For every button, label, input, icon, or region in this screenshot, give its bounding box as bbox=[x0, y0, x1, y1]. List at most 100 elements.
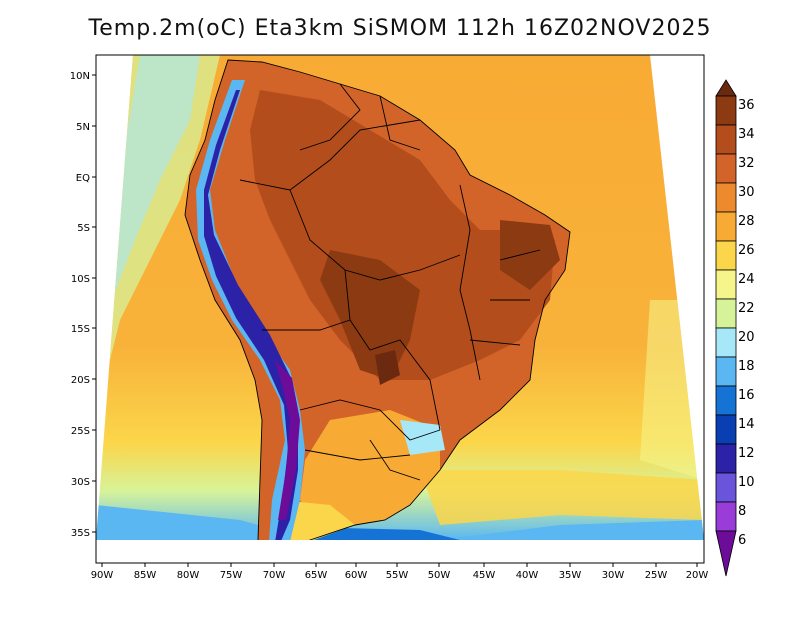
colorbar-label: 8 bbox=[738, 504, 746, 519]
southern-cold-strip-2 bbox=[300, 528, 460, 540]
map-domain bbox=[96, 55, 704, 540]
southern-cone-warm bbox=[300, 410, 440, 530]
colorbar-segment bbox=[715, 153, 737, 184]
lat-label-10n: 10N bbox=[70, 71, 90, 82]
colorbar-label: 16 bbox=[738, 388, 755, 403]
lat-label-eq: EQ bbox=[76, 173, 90, 184]
colorbar-label: 34 bbox=[738, 127, 755, 142]
lon-tick-50w: 50W bbox=[428, 563, 451, 581]
lon-label-55w: 55W bbox=[386, 570, 409, 581]
hottest-core bbox=[320, 250, 420, 380]
lon-tick-85w: 85W bbox=[134, 563, 157, 581]
lon-label-45w: 45W bbox=[473, 570, 496, 581]
colorbar-segment bbox=[715, 124, 737, 155]
lat-tick-15s: 15S bbox=[71, 324, 96, 335]
lat-label-5s: 5S bbox=[77, 223, 90, 234]
lon-label-85w: 85W bbox=[134, 570, 157, 581]
colorbar-label: 36 bbox=[738, 98, 755, 113]
colorbar-bottom-arrow bbox=[715, 530, 737, 577]
lat-tick-25s: 25S bbox=[71, 426, 96, 437]
colorbar-segment bbox=[715, 298, 737, 329]
lon-tick-35w: 35W bbox=[559, 563, 582, 581]
lat-tick-35s: 35S bbox=[71, 528, 96, 539]
colorbar-label: 14 bbox=[738, 417, 755, 432]
longitude-axis: 90W 85W 80W 75W 70W 65W 60W 55W 50W 45W … bbox=[91, 563, 709, 581]
colorbar-label: 24 bbox=[738, 272, 755, 287]
colorbar-label: 30 bbox=[738, 185, 755, 200]
lon-label-40w: 40W bbox=[516, 570, 539, 581]
colorbar-segment bbox=[715, 356, 737, 387]
colorbar-segment bbox=[715, 327, 737, 358]
colorbar-segment bbox=[715, 269, 737, 300]
ne-brazil-hot bbox=[500, 220, 560, 290]
country-borders bbox=[184, 59, 571, 540]
colorbar-segment bbox=[715, 414, 737, 445]
map-title: Temp.2m(oC) Eta3km SiSMOM 112h 16Z02NOV2… bbox=[88, 16, 712, 41]
lat-tick-5s: 5S bbox=[77, 223, 96, 234]
lon-tick-30w: 30W bbox=[602, 563, 625, 581]
lat-label-35s: 35S bbox=[71, 528, 90, 539]
lon-tick-90w: 90W bbox=[91, 563, 114, 581]
colorbar-label: 26 bbox=[738, 243, 755, 258]
colorbar-label: 28 bbox=[738, 214, 755, 229]
lon-label-30w: 30W bbox=[602, 570, 625, 581]
lat-label-15s: 15S bbox=[71, 324, 90, 335]
lon-tick-80w: 80W bbox=[177, 563, 200, 581]
hottest-spot bbox=[375, 350, 400, 385]
colorbar-label: 12 bbox=[738, 446, 755, 461]
lat-tick-10n: 10N bbox=[70, 71, 96, 82]
lon-label-35w: 35W bbox=[559, 570, 582, 581]
lat-label-30s: 30S bbox=[71, 477, 90, 488]
colorbar-segment bbox=[715, 385, 737, 416]
andes-core bbox=[204, 90, 298, 540]
southern-cold-strip bbox=[96, 505, 704, 540]
lat-tick-30s: 30S bbox=[71, 477, 96, 488]
lat-tick-10s: 10S bbox=[71, 274, 96, 285]
colorbar-top-arrow bbox=[715, 79, 737, 97]
colorbar-label: 6 bbox=[738, 533, 746, 548]
lat-tick-20s: 20S bbox=[71, 375, 96, 386]
lon-label-70w: 70W bbox=[263, 570, 286, 581]
colorbar-label: 10 bbox=[738, 475, 755, 490]
colorbar-segment bbox=[715, 240, 737, 271]
atlantic-cool-band bbox=[420, 470, 704, 525]
latitude-axis: 10N 5N EQ 5S 10S 15S 20S 25S 30S 35S bbox=[70, 71, 96, 539]
lat-label-5n: 5N bbox=[76, 122, 90, 133]
lon-tick-70w: 70W bbox=[263, 563, 286, 581]
andes-peaks bbox=[275, 360, 300, 520]
colorbar-segment bbox=[715, 182, 737, 213]
lon-label-80w: 80W bbox=[177, 570, 200, 581]
lon-tick-75w: 75W bbox=[220, 563, 243, 581]
lon-tick-45w: 45W bbox=[473, 563, 496, 581]
lat-tick-eq: EQ bbox=[76, 173, 96, 184]
colorbar-label: 22 bbox=[738, 301, 755, 316]
lon-tick-55w: 55W bbox=[386, 563, 409, 581]
lon-label-90w: 90W bbox=[91, 570, 114, 581]
colorbar-label: 20 bbox=[738, 330, 755, 345]
pacific-warm-band bbox=[96, 55, 200, 340]
colorbar-label: 18 bbox=[738, 359, 755, 374]
lon-label-50w: 50W bbox=[428, 570, 451, 581]
lat-label-10s: 10S bbox=[71, 274, 90, 285]
lon-label-75w: 75W bbox=[220, 570, 243, 581]
colorbar-segment bbox=[715, 443, 737, 474]
lon-label-60w: 60W bbox=[345, 570, 368, 581]
lat-label-20s: 20S bbox=[71, 375, 90, 386]
se-brazil-cool bbox=[400, 420, 445, 455]
colorbar-label: 32 bbox=[738, 156, 755, 171]
lon-label-20w: 20W bbox=[686, 570, 709, 581]
colorbar-segment bbox=[715, 95, 737, 126]
lon-tick-20w: 20W bbox=[686, 563, 709, 581]
lat-tick-5n: 5N bbox=[76, 122, 96, 133]
lon-label-25w: 25W bbox=[645, 570, 668, 581]
lon-tick-25w: 25W bbox=[645, 563, 668, 581]
lon-tick-40w: 40W bbox=[516, 563, 539, 581]
lon-tick-60w: 60W bbox=[345, 563, 368, 581]
colorbar-segment bbox=[715, 211, 737, 242]
colorbar-segment bbox=[715, 501, 737, 532]
lon-tick-65w: 65W bbox=[305, 563, 328, 581]
below-domain-blank bbox=[96, 540, 704, 563]
lon-label-65w: 65W bbox=[305, 570, 328, 581]
colorbar-segment bbox=[715, 472, 737, 503]
